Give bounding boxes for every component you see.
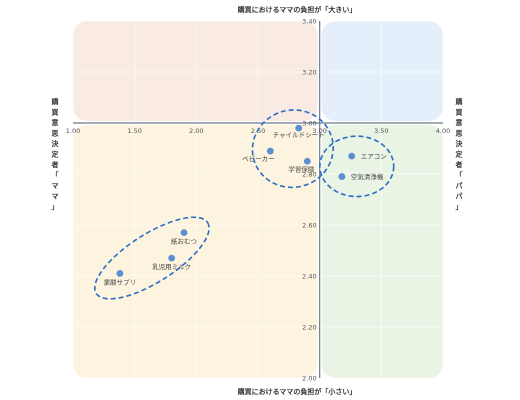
axis-label-left: 購買意思決定者「ママ」 <box>51 97 60 211</box>
y-tick-label: 2.00 <box>302 375 316 383</box>
y-tick-label: 3.40 <box>302 18 316 26</box>
point-label: 学習保険 <box>288 164 315 173</box>
point-label: ベビーカー <box>242 154 275 163</box>
data-point <box>116 270 124 277</box>
chart-title-bottom: 購買におけるママの負担が「小さい」 <box>237 387 357 396</box>
quadrant-bottom-left <box>73 125 318 378</box>
axes <box>73 21 443 378</box>
cluster-ellipses <box>93 109 395 300</box>
y-tick-label: 3.00 <box>302 120 316 128</box>
data-point <box>168 254 176 262</box>
point-label: エアコン <box>361 153 387 161</box>
y-tick-label: 2.60 <box>302 222 316 230</box>
point-label: 業酸サプリ <box>104 277 137 286</box>
point-label: 紙おむつ <box>171 237 197 246</box>
quadrant-top-left <box>73 21 318 121</box>
point-label: 乳児用ミルク <box>152 262 191 271</box>
quadrant-bottom-right <box>321 125 443 378</box>
cluster-ellipse-top <box>251 109 335 189</box>
x-tick-label: 1.50 <box>127 127 141 135</box>
cluster-ellipse-bottom-left <box>93 216 210 300</box>
axis-label-right: 購買意思決定者「パパ」 <box>455 97 464 211</box>
data-point <box>180 229 188 237</box>
chart-title-top: 購買におけるママの負担が「大きい」 <box>237 5 357 14</box>
y-tick-label: 3.20 <box>302 69 316 77</box>
y-tick-label: 2.40 <box>302 273 316 281</box>
x-tick-label: 1.00 <box>66 127 80 135</box>
data-point <box>295 124 303 132</box>
x-tick-label: 3.00 <box>312 127 326 135</box>
data-point <box>338 173 346 180</box>
x-tick-label: 3.50 <box>374 127 388 135</box>
quadrant-top-right <box>321 21 443 121</box>
data-point <box>348 152 356 160</box>
point-label: 空気清浄機 <box>351 172 384 181</box>
cluster-ellipse-right <box>319 135 395 198</box>
x-tick-label: 2.00 <box>189 127 203 135</box>
x-tick-label: 4.00 <box>436 127 450 135</box>
data-point <box>303 157 311 165</box>
y-tick-label: 2.20 <box>302 324 316 332</box>
y-tick-label: 2.80 <box>302 171 316 179</box>
data-point <box>266 147 274 155</box>
point-label: チャイルドシート <box>273 131 325 139</box>
